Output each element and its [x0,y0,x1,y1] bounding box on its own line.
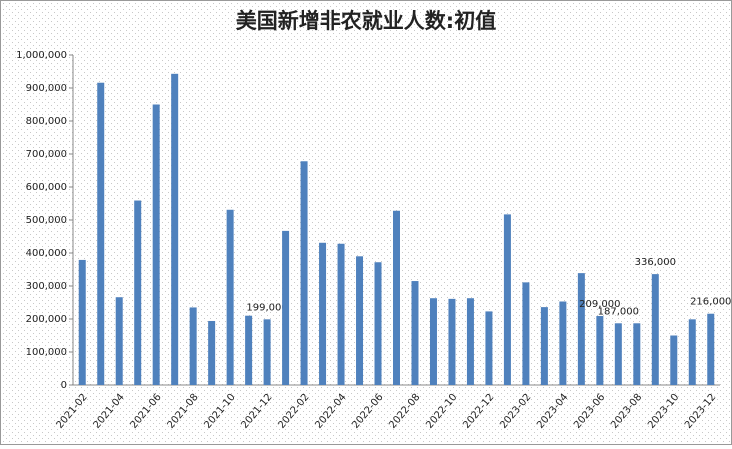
data-label: 216,000 [690,297,731,308]
bar [245,315,253,385]
bar [152,104,160,385]
bar [577,273,585,385]
data-label: 336,000 [635,257,676,268]
bar [134,200,142,385]
bar [97,82,105,385]
bar [651,274,659,385]
bar [448,298,456,385]
bar [356,256,364,385]
bar [596,316,604,385]
y-tick-label: 1,000,000 [16,50,67,61]
bar [466,298,474,385]
y-tick-label: 900,000 [26,83,67,94]
bar [78,259,86,385]
y-tick-label: 0 [61,380,67,391]
bar [208,320,216,385]
bar [300,161,308,385]
chart-title: 美国新增非农就业人数:初值 [236,9,496,33]
bar [226,209,234,385]
bar [670,335,678,385]
data-label: 187,000 [598,306,639,317]
bar [393,210,400,385]
bar [522,282,530,385]
y-tick-label: 800,000 [26,116,67,127]
bar [411,281,419,385]
bar [263,319,271,385]
y-tick-label: 500,000 [26,215,67,226]
data-label: 209,000 [579,299,620,310]
data-label: 199,000 [246,302,287,313]
bar [540,307,548,385]
bar [614,323,622,385]
bar [319,242,327,385]
bar [633,323,641,385]
bar [337,243,345,385]
bar [707,313,715,385]
y-tick-label: 400,000 [26,248,67,259]
bar [485,311,493,385]
y-tick-label: 700,000 [26,149,67,160]
y-tick-label: 600,000 [26,182,67,193]
bar [559,301,567,385]
y-tick-label: 200,000 [26,314,67,325]
bar [429,298,437,385]
bar [115,297,123,385]
bar [688,319,696,385]
bar [374,262,382,385]
y-tick-label: 100,000 [26,347,67,358]
bar [282,230,290,385]
bar [189,307,197,385]
bar [171,73,179,385]
bar [503,214,511,385]
y-tick-label: 300,000 [26,281,67,292]
